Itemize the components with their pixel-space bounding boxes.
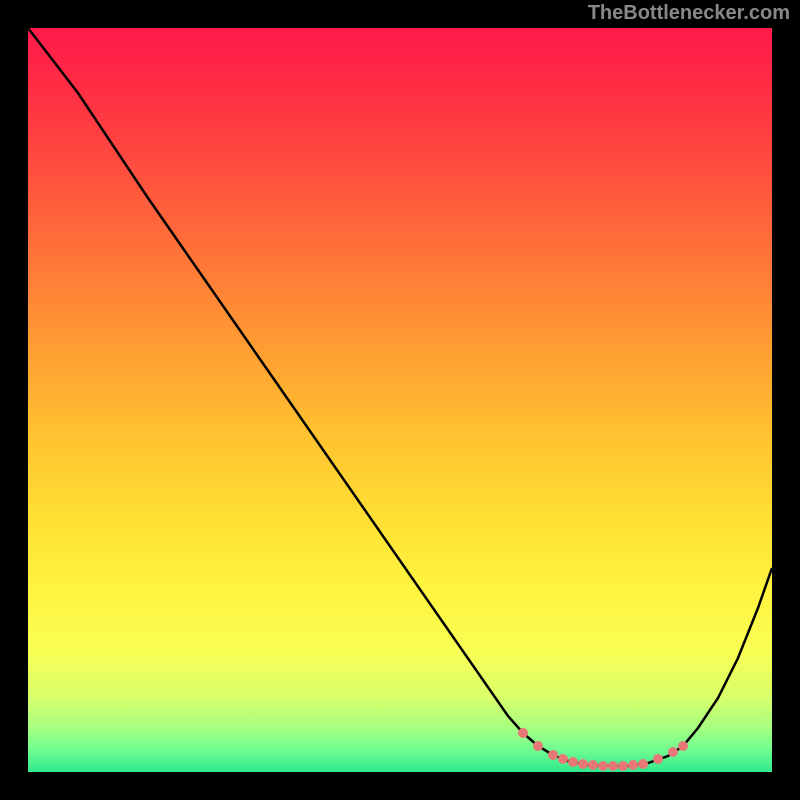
bottleneck-curve xyxy=(28,28,772,766)
marker-point xyxy=(588,760,598,770)
marker-point xyxy=(568,757,578,767)
watermark-text: TheBottlenecker.com xyxy=(588,2,790,25)
marker-point xyxy=(678,741,688,751)
marker-point xyxy=(578,759,588,769)
marker-point xyxy=(638,759,648,769)
marker-point xyxy=(608,761,618,771)
chart-container: TheBottlenecker.com xyxy=(0,0,800,800)
marker-point xyxy=(598,761,608,771)
marker-point xyxy=(668,747,678,757)
marker-point xyxy=(533,741,543,751)
curve-layer xyxy=(28,28,772,772)
marker-point xyxy=(628,760,638,770)
marker-point xyxy=(548,750,558,760)
marker-point xyxy=(558,754,568,764)
marker-point xyxy=(518,728,528,738)
plot-area xyxy=(28,28,772,772)
marker-point xyxy=(653,754,663,764)
marker-point xyxy=(618,761,628,771)
